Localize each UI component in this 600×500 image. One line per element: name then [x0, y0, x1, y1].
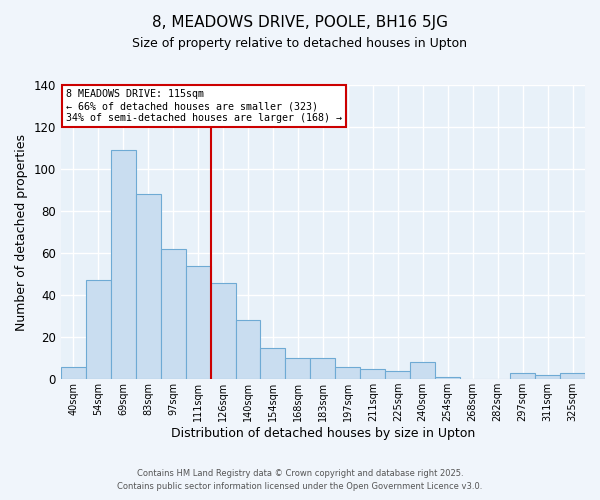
- Bar: [61, 366, 86, 379]
- Bar: [385, 371, 410, 379]
- Bar: [260, 348, 286, 379]
- Text: 8 MEADOWS DRIVE: 115sqm
← 66% of detached houses are smaller (323)
34% of semi-d: 8 MEADOWS DRIVE: 115sqm ← 66% of detache…: [66, 90, 342, 122]
- Bar: [535, 375, 560, 379]
- Bar: [435, 377, 460, 379]
- Text: Contains public sector information licensed under the Open Government Licence v3: Contains public sector information licen…: [118, 482, 482, 491]
- Bar: [161, 249, 185, 379]
- Bar: [111, 150, 136, 379]
- Bar: [185, 266, 211, 379]
- Bar: [136, 194, 161, 379]
- Bar: [286, 358, 310, 379]
- X-axis label: Distribution of detached houses by size in Upton: Distribution of detached houses by size …: [171, 427, 475, 440]
- Bar: [335, 366, 361, 379]
- Bar: [510, 373, 535, 379]
- Y-axis label: Number of detached properties: Number of detached properties: [15, 134, 28, 330]
- Bar: [236, 320, 260, 379]
- Text: 8, MEADOWS DRIVE, POOLE, BH16 5JG: 8, MEADOWS DRIVE, POOLE, BH16 5JG: [152, 15, 448, 30]
- Text: Contains HM Land Registry data © Crown copyright and database right 2025.: Contains HM Land Registry data © Crown c…: [137, 468, 463, 477]
- Bar: [86, 280, 111, 379]
- Bar: [211, 282, 236, 379]
- Text: Size of property relative to detached houses in Upton: Size of property relative to detached ho…: [133, 38, 467, 51]
- Bar: [361, 368, 385, 379]
- Bar: [310, 358, 335, 379]
- Bar: [560, 373, 585, 379]
- Bar: [410, 362, 435, 379]
